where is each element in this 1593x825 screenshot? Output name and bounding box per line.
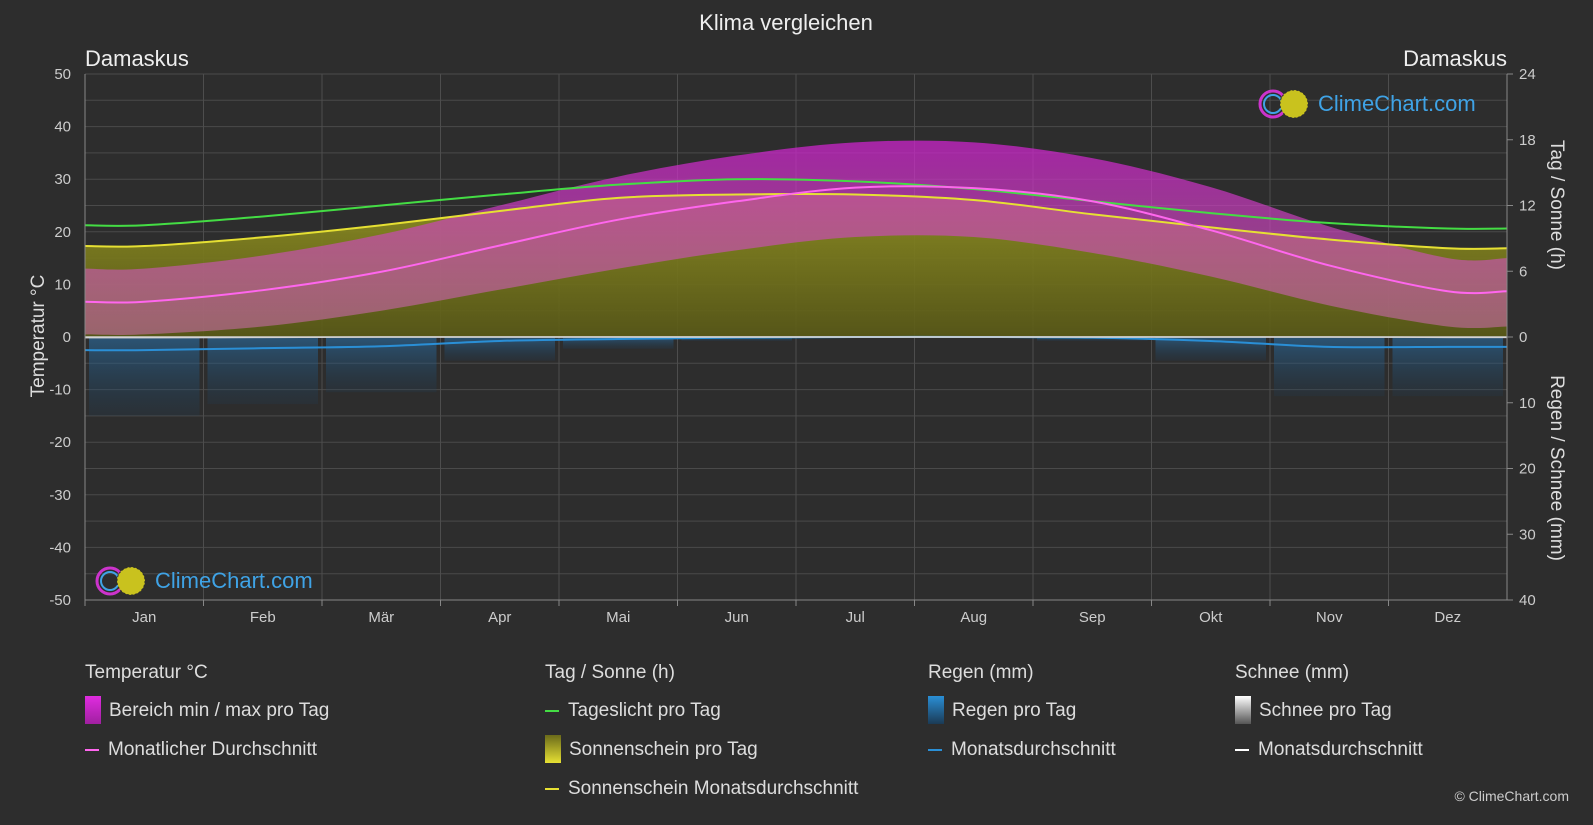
logo-icon xyxy=(95,566,146,596)
legend-sun: Tag / Sonne (h) Tageslicht pro Tag Sonne… xyxy=(545,662,858,817)
x-tick-label: Mär xyxy=(368,609,394,626)
legend-temperature: Temperatur °C Bereich min / max pro Tag … xyxy=(85,662,329,778)
chart-title: Klima vergleichen xyxy=(699,10,873,35)
logo-text: ClimeChart.com xyxy=(155,568,313,593)
y-axis-right-top-label: Tag / Sonne (h) xyxy=(1546,140,1567,270)
x-tick-label: Jun xyxy=(725,609,749,626)
sunshine-swatch xyxy=(545,735,561,763)
axes: 50 40 30 20 10 0 -10 -20 -30 -40 -50 24 18 12 6 0 10 20 30… xyxy=(49,66,1535,626)
y-left-tick-label: -30 xyxy=(49,487,71,504)
y-left-tick-label: 30 xyxy=(54,171,71,188)
daylight-swatch xyxy=(545,710,559,712)
x-tick-label: Nov xyxy=(1316,609,1343,626)
y-right-top-tick-label: 18 xyxy=(1519,132,1536,149)
legend-snow: Schnee (mm) Schnee pro Tag Monatsdurchsc… xyxy=(1235,662,1423,778)
temp-range-fill xyxy=(85,140,1507,335)
legend: Temperatur °C Bereich min / max pro Tag … xyxy=(0,662,1593,802)
y-right-top-tick-label: 0 xyxy=(1519,329,1527,346)
logo-top[interactable]: ClimeChart.com xyxy=(1258,88,1476,120)
x-tick-label: Feb xyxy=(250,609,276,626)
y-axis-right-bottom-label: Regen / Schnee (mm) xyxy=(1546,375,1567,561)
x-tick-label: Sep xyxy=(1079,609,1106,626)
legend-temp-range: Bereich min / max pro Tag xyxy=(85,696,330,739)
y-left-tick-label: -10 xyxy=(49,382,71,399)
legend-snow-daily: Schnee pro Tag xyxy=(1235,696,1423,739)
copyright: © ClimeChart.com xyxy=(1454,788,1569,804)
legend-sunshine-label: Sonnenschein pro Tag xyxy=(569,739,758,760)
legend-daylight-label: Tageslicht pro Tag xyxy=(568,700,721,721)
y-left-tick-label: -50 xyxy=(49,592,71,609)
legend-sunshine-mean: Sonnenschein Monatsdurchschnitt xyxy=(545,778,858,817)
logo-bottom[interactable]: ClimeChart.com xyxy=(95,565,313,597)
legend-rain: Regen (mm) Regen pro Tag Monatsdurchschn… xyxy=(928,662,1116,778)
y-right-top-tick-label: 6 xyxy=(1519,263,1527,280)
legend-rain-title: Regen (mm) xyxy=(928,662,1034,683)
sunshine-mean-swatch xyxy=(545,788,559,790)
temperature-range-area xyxy=(85,140,1507,335)
temp-range-swatch xyxy=(85,696,101,724)
y-right-top-tick-label: 24 xyxy=(1519,66,1536,83)
legend-sunshine: Sonnenschein pro Tag xyxy=(545,735,858,778)
y-right-bottom-tick-label: 40 xyxy=(1519,592,1536,609)
daylight-line xyxy=(84,178,1508,230)
rain-bar xyxy=(1037,337,1148,341)
legend-sunshine-mean-label: Sonnenschein Monatsdurchschnitt xyxy=(568,778,859,799)
series-lines xyxy=(84,178,1508,352)
x-tick-label: Apr xyxy=(488,609,511,626)
y-right-bottom-tick-label: 10 xyxy=(1519,395,1536,412)
legend-temp-range-label: Bereich min / max pro Tag xyxy=(109,700,330,721)
x-tick-label: Mai xyxy=(606,609,630,626)
y-left-tick-label: 0 xyxy=(63,329,71,346)
legend-snow-mean-label: Monatsdurchschnitt xyxy=(1258,739,1423,760)
rain-bar xyxy=(681,337,792,341)
legend-daylight: Tageslicht pro Tag xyxy=(545,700,858,739)
legend-rain-mean-label: Monatsdurchschnitt xyxy=(951,739,1116,760)
rain-mean-swatch xyxy=(928,749,942,751)
logo-text: ClimeChart.com xyxy=(1318,91,1476,116)
y-left-tick-label: 10 xyxy=(54,276,71,293)
rain-bar xyxy=(563,337,674,349)
y-left-tick-label: 40 xyxy=(54,119,71,136)
y-right-top-tick-label: 12 xyxy=(1519,198,1536,215)
y-left-tick-label: 20 xyxy=(54,224,71,241)
temp-mean-line xyxy=(84,185,1508,304)
legend-snow-daily-label: Schnee pro Tag xyxy=(1259,700,1392,721)
y-right-bottom-tick-label: 20 xyxy=(1519,461,1536,478)
x-tick-label: Okt xyxy=(1199,609,1223,626)
legend-sun-title: Tag / Sonne (h) xyxy=(545,662,675,683)
location-right: Damaskus xyxy=(1403,46,1507,71)
logo-icon xyxy=(1258,89,1309,119)
climate-chart: 50 40 30 20 10 0 -10 -20 -30 -40 -50 24 18 12 6 0 10 20 30… xyxy=(28,10,1567,626)
legend-temp-mean: Monatlicher Durchschnitt xyxy=(85,739,329,778)
legend-temp-title: Temperatur °C xyxy=(85,662,208,683)
y-left-tick-label: -20 xyxy=(49,434,71,451)
y-left-tick-label: 50 xyxy=(54,66,71,83)
legend-snow-mean: Monatsdurchschnitt xyxy=(1235,739,1423,778)
legend-snow-title: Schnee (mm) xyxy=(1235,662,1350,683)
legend-rain-daily-label: Regen pro Tag xyxy=(952,700,1077,721)
x-tick-label: Aug xyxy=(960,609,987,626)
x-tick-label: Jan xyxy=(132,609,156,626)
legend-rain-daily: Regen pro Tag xyxy=(928,696,1116,739)
y-axis-left-label: Temperatur °C xyxy=(28,275,49,398)
y-left-tick-label: -40 xyxy=(49,539,71,556)
y-right-bottom-tick-label: 30 xyxy=(1519,526,1536,543)
rain-swatch xyxy=(928,696,944,724)
x-tick-label: Jul xyxy=(846,609,865,626)
x-tick-label: Dez xyxy=(1434,609,1461,626)
legend-rain-mean: Monatsdurchschnitt xyxy=(928,739,1116,778)
legend-temp-mean-label: Monatlicher Durchschnitt xyxy=(108,739,318,760)
snow-swatch xyxy=(1235,696,1251,724)
temp-mean-swatch xyxy=(85,749,99,751)
location-left: Damaskus xyxy=(85,46,189,71)
snow-mean-swatch xyxy=(1235,749,1249,751)
